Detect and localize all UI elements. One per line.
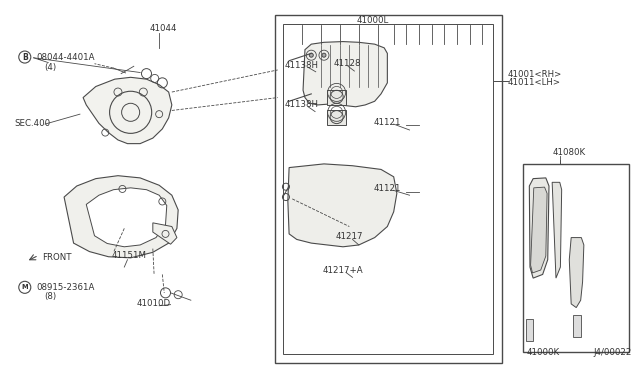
Text: 41138H: 41138H bbox=[285, 61, 319, 70]
Text: 41128: 41128 bbox=[333, 59, 361, 68]
Text: (4): (4) bbox=[44, 63, 56, 72]
Text: 41217+A: 41217+A bbox=[323, 266, 364, 275]
Text: 41080K: 41080K bbox=[552, 148, 586, 157]
Polygon shape bbox=[552, 182, 562, 278]
Polygon shape bbox=[525, 319, 533, 341]
Text: 41000K: 41000K bbox=[527, 348, 560, 357]
Polygon shape bbox=[531, 187, 547, 273]
Bar bbox=[275, 15, 502, 363]
Polygon shape bbox=[573, 315, 580, 337]
Circle shape bbox=[322, 53, 326, 57]
Text: SEC.400: SEC.400 bbox=[15, 119, 51, 128]
Polygon shape bbox=[64, 176, 178, 258]
Text: B: B bbox=[22, 52, 28, 61]
Polygon shape bbox=[529, 178, 549, 278]
Text: 08044-4401A: 08044-4401A bbox=[36, 52, 95, 61]
Bar bbox=[523, 164, 630, 352]
Text: J4/00022: J4/00022 bbox=[593, 348, 632, 357]
Text: 41217: 41217 bbox=[335, 232, 363, 241]
Text: 08915-2361A: 08915-2361A bbox=[36, 283, 95, 292]
Polygon shape bbox=[288, 164, 397, 247]
Polygon shape bbox=[303, 42, 387, 107]
Text: M: M bbox=[22, 284, 28, 290]
Polygon shape bbox=[83, 77, 172, 144]
Circle shape bbox=[309, 53, 314, 57]
Text: 41010D: 41010D bbox=[137, 299, 171, 308]
Polygon shape bbox=[153, 223, 177, 244]
Text: 41044: 41044 bbox=[150, 24, 177, 33]
Text: 41138H: 41138H bbox=[285, 100, 319, 109]
Text: 41011<LH>: 41011<LH> bbox=[508, 78, 561, 87]
Text: 41151M: 41151M bbox=[111, 251, 147, 260]
Polygon shape bbox=[327, 90, 346, 105]
Polygon shape bbox=[327, 110, 346, 125]
Text: 41001<RH>: 41001<RH> bbox=[508, 70, 562, 79]
Text: 41121: 41121 bbox=[373, 185, 401, 193]
Text: 41121: 41121 bbox=[373, 118, 401, 127]
Text: 41000L: 41000L bbox=[357, 16, 389, 25]
Polygon shape bbox=[569, 238, 584, 308]
Bar bbox=[283, 24, 493, 354]
Polygon shape bbox=[86, 188, 167, 247]
Text: (8): (8) bbox=[44, 292, 56, 301]
Text: FRONT: FRONT bbox=[42, 253, 72, 262]
